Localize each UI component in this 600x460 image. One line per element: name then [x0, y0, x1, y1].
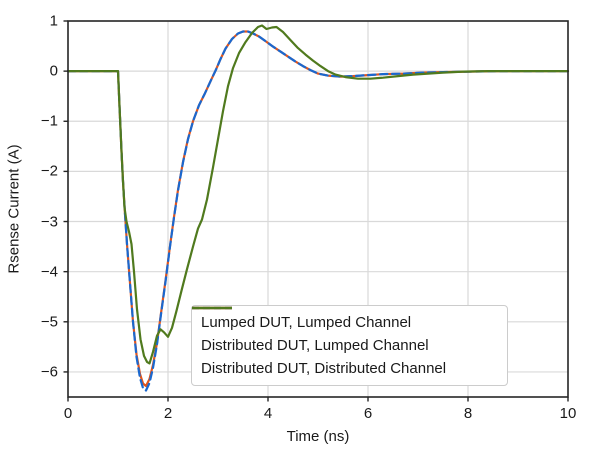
y-tick-label: −2: [40, 162, 58, 180]
y-tick-label: −3: [40, 213, 58, 231]
x-tick-label: 0: [63, 405, 73, 422]
legend-item-0: Lumped DUT, Lumped Channel: [192, 306, 497, 334]
legend-label: Lumped DUT, Lumped Channel: [201, 314, 412, 331]
legend-label: Distributed DUT, Lumped Channel: [201, 337, 429, 354]
y-tick-label: −5: [40, 313, 58, 331]
x-tick-label: 4: [263, 405, 273, 422]
legend-item-1: Distributed DUT, Lumped Channel: [192, 306, 497, 357]
x-tick-label: 10: [559, 405, 577, 422]
series-line-0: [66, 30, 570, 392]
y-tick-label: 0: [49, 62, 58, 80]
series-line-2: [66, 24, 570, 365]
x-tick-label: 2: [163, 405, 173, 422]
legend-item-2: Distributed DUT, Distributed Channel: [192, 306, 497, 380]
x-tick-label: 6: [363, 405, 373, 422]
legend-line-sample: [192, 306, 232, 310]
y-tick-label: −6: [40, 363, 58, 381]
y-tick-label: 1: [49, 12, 58, 30]
legend-label: Distributed DUT, Distributed Channel: [201, 360, 447, 377]
y-axis-title: Rsense Current (A): [5, 144, 23, 274]
y-tick-label: −4: [40, 263, 58, 281]
plot-frame: [67, 20, 569, 398]
x-axis-title: Time (ns): [286, 428, 350, 445]
y-tick-label: −1: [40, 112, 58, 130]
x-tick-label: 8: [463, 405, 473, 422]
legend: Lumped DUT, Lumped Channel Distributed DU…: [191, 305, 508, 386]
